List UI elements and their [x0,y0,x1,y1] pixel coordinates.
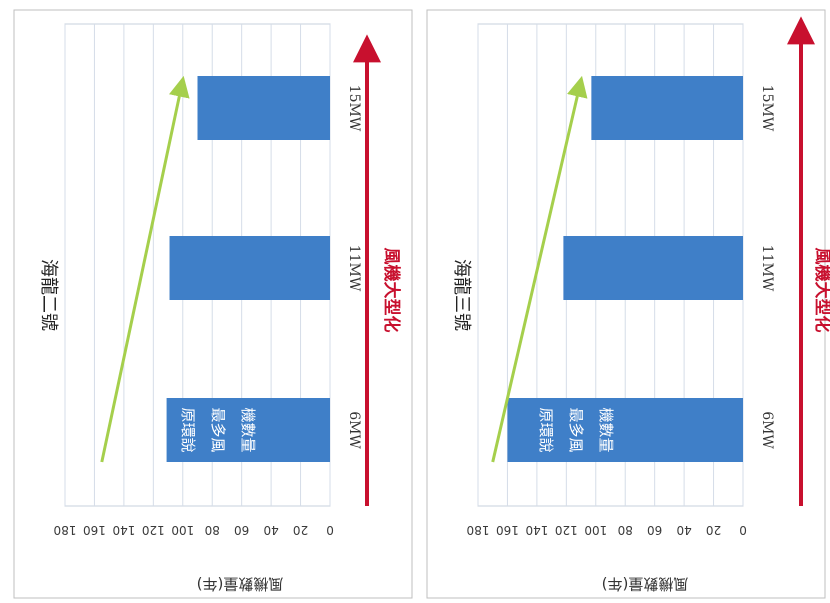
y-axis-title: 風機數量(年) [197,575,284,593]
y-tick-label: 40 [263,523,278,537]
y-tick-label: 160 [83,523,106,537]
bar-15mw [591,76,743,140]
y-tick-label: 120 [555,523,578,537]
y-tick-label: 100 [171,523,194,537]
bar-11mw [169,236,330,300]
y-tick-labels: 0 20 40 60 80 100 120 140 160 180 [54,523,334,537]
y-tick-label: 0 [739,523,747,537]
bar-annotation: 原環說 最多風 機數量 [537,407,615,452]
y-tick-label: 20 [706,523,721,537]
y-tick-label: 100 [584,523,607,537]
category-label: 6MW [759,411,775,449]
category-label: 11MW [346,245,362,292]
bar-annotation-line: 機數量 [597,407,615,452]
panel-border [426,9,826,599]
category-label: 11MW [759,245,775,292]
y-tick-label: 160 [496,523,519,537]
red-arrow-label: 風機大型化 [812,248,830,333]
y-tick-label: 180 [467,523,490,537]
bar-6mw [166,398,330,462]
bar-6mw [507,398,743,462]
chart-title: 海龍二號 [38,259,59,331]
y-tick-label: 140 [525,523,548,537]
y-tick-label: 60 [647,523,662,537]
bar-11mw [563,236,743,300]
category-label: 15MW [346,85,362,132]
y-axis-title: 風機數量(年) [602,575,689,593]
bar-annotation-line: 原環說 [179,407,197,452]
category-label: 6MW [346,411,362,449]
trend-arrow [100,75,190,463]
panel-border [13,9,413,599]
y-tick-label: 80 [618,523,633,537]
trend-arrow [491,75,588,463]
y-tick-label: 20 [293,523,308,537]
bar-15mw [197,76,330,140]
y-tick-label: 180 [54,523,77,537]
chart-panel-1: 0 20 40 60 80 100 120 140 160 180 6MW 11MW 15MW 原環說… [13,9,413,599]
y-tick-label: 0 [326,523,334,537]
bars [166,76,330,462]
bar-annotation: 原環說 最多風 機數量 [179,407,257,452]
y-tick-label: 80 [205,523,220,537]
y-tick-label: 40 [676,523,691,537]
bars [507,76,743,462]
bar-annotation-line: 機數量 [239,407,257,452]
chart-panel-2: 0 20 40 60 80 100 120 140 160 180 6MW 11MW 15MW 原環說… [426,9,830,599]
y-tick-labels: 0 20 40 60 80 100 120 140 160 180 [467,523,747,537]
y-tick-label: 140 [112,523,135,537]
y-tick-label: 60 [234,523,249,537]
bar-annotation-line: 原環說 [537,407,555,452]
red-arrow-label: 風機大型化 [381,248,402,333]
bar-annotation-line: 最多風 [209,407,227,452]
category-label: 15MW [759,85,775,132]
chart-title: 海龍三號 [451,259,472,331]
category-labels: 6MW 11MW 15MW [759,85,775,450]
y-tick-label: 120 [142,523,165,537]
bar-annotation-line: 最多風 [567,407,585,452]
category-labels: 6MW 11MW 15MW [346,85,362,450]
